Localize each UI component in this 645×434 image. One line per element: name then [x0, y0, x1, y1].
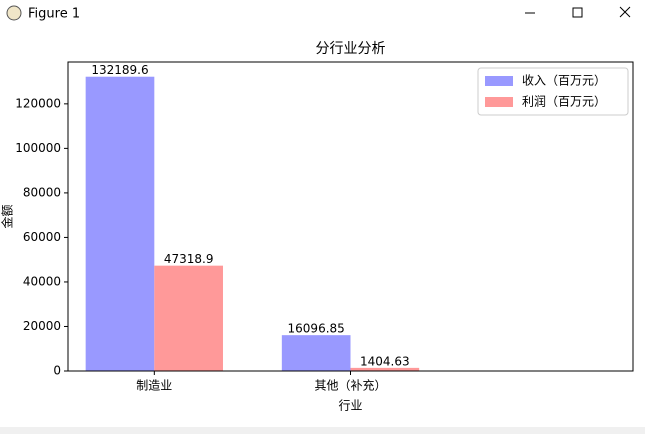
chart-title: 分行业分析: [316, 41, 386, 57]
y-tick-label: 120000: [15, 96, 61, 110]
legend-swatch: [485, 97, 513, 107]
toolbar: [0, 427, 645, 434]
y-tick-label: 40000: [23, 274, 61, 288]
y-tick-label: 20000: [23, 319, 61, 333]
bar: [85, 76, 155, 372]
legend-swatch: [485, 76, 513, 86]
app-icon: [6, 5, 22, 21]
bar: [281, 335, 351, 371]
legend-box: [477, 67, 629, 116]
y-axis-label: 金额: [0, 204, 15, 228]
window-title: Figure 1: [28, 7, 80, 22]
plot-frame: [67, 61, 634, 372]
x-axis-label: 行业: [338, 399, 362, 413]
data-label: 16096.85: [288, 322, 345, 336]
y-tick-label: 0: [53, 364, 61, 378]
bar: [350, 367, 420, 371]
data-label: 1404.63: [360, 354, 410, 368]
title-bar: [0, 0, 645, 30]
bar: [154, 265, 223, 371]
y-tick-label: 100000: [15, 141, 61, 155]
x-tick-label: 制造业: [136, 379, 172, 393]
y-tick-label: 80000: [23, 185, 61, 199]
data-label: 132189.6: [91, 63, 148, 77]
legend-label: 收入（百万元）: [522, 74, 606, 88]
maximize-button[interactable]: [572, 7, 583, 18]
data-label: 47318.9: [164, 252, 214, 266]
y-tick-label: 60000: [23, 230, 61, 244]
x-tick-label: 其他（补充）: [314, 378, 386, 393]
legend-label: 利润（百万元）: [522, 95, 606, 109]
close-button[interactable]: [619, 6, 631, 18]
